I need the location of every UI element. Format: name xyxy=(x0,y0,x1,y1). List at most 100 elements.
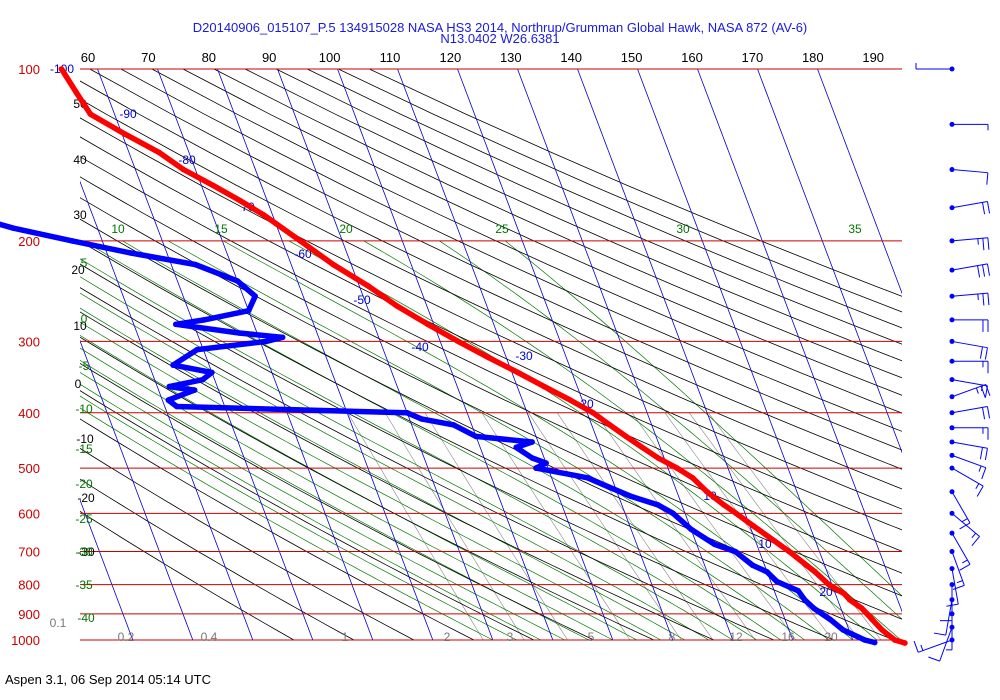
isotherm-line xyxy=(337,68,554,641)
pressure-tick-label: 400 xyxy=(18,406,40,421)
wind-barb-flag xyxy=(981,264,986,277)
wind-barb-flag xyxy=(975,483,980,490)
moist-adiabat-line xyxy=(80,334,637,641)
wind-barb-staff xyxy=(951,406,988,414)
moist-adiabat-label: -30 xyxy=(75,545,93,559)
top-tick-label: 60 xyxy=(81,50,95,65)
wind-barb-flag xyxy=(956,580,963,584)
pressure-tick-label: 900 xyxy=(18,607,40,622)
isotherm-label: -90 xyxy=(119,107,137,121)
isotherm-label: -30 xyxy=(515,349,533,363)
mixing-ratio-line xyxy=(424,412,568,641)
wind-barb-flag xyxy=(982,293,985,306)
wind-barb-staff xyxy=(951,201,988,209)
dry-adiabat-line xyxy=(120,68,902,432)
temperature-point xyxy=(869,616,875,623)
dewpoint-point xyxy=(263,338,270,345)
wind-barb xyxy=(946,611,955,651)
isotherm-label: 10 xyxy=(758,537,772,551)
isotherm-label: -50 xyxy=(353,293,371,307)
dry-adiabat-line xyxy=(80,156,902,552)
wind-barb-flag xyxy=(987,237,990,250)
temperature-point xyxy=(655,455,661,461)
dry-adiabat-line xyxy=(151,68,902,414)
isotherms xyxy=(80,68,902,641)
wind-barb-flag xyxy=(959,522,971,530)
wind-barb-flag xyxy=(984,448,988,461)
dry-adiabat-line xyxy=(307,68,902,329)
wind-barb xyxy=(949,201,991,215)
temperature-point xyxy=(733,510,739,517)
temperature-point xyxy=(721,502,727,508)
wind-barb-flag xyxy=(981,407,986,420)
moist-adiabat-line xyxy=(80,276,733,641)
moist-adiabat-label: -40 xyxy=(77,611,95,625)
mixing-ratio-label: 0.1 xyxy=(50,616,67,630)
dewpoint-point xyxy=(166,383,173,390)
chart-subtitle: N13.0402 W26.6381 xyxy=(440,31,560,46)
wind-barb-flag xyxy=(913,640,919,653)
wind-barb-flag xyxy=(976,485,984,497)
temperature-point xyxy=(846,596,853,603)
isotherm-line xyxy=(757,68,902,454)
dewpoint-point xyxy=(533,465,539,471)
wind-barb-flag xyxy=(979,346,983,359)
temperature-point xyxy=(156,149,162,156)
isobars xyxy=(80,68,902,641)
isotherm-line xyxy=(397,68,614,641)
pressure-tick-label: 500 xyxy=(18,461,40,476)
wind-barb xyxy=(949,510,980,546)
dry-adiabat-label: 30 xyxy=(73,208,87,222)
wind-barb-flag xyxy=(985,384,991,396)
temperature-point xyxy=(892,637,898,643)
isotherm-line xyxy=(80,339,194,641)
dry-adiabat-line xyxy=(80,390,535,641)
pressure-tick-label: 600 xyxy=(18,506,40,521)
wind-barb xyxy=(949,358,989,374)
wind-barb-flag xyxy=(981,467,987,480)
dry-adiabat-line xyxy=(89,68,902,451)
wind-barb-flag xyxy=(971,536,980,546)
temperature-point xyxy=(541,383,548,390)
dewpoint-point xyxy=(473,433,479,440)
wind-barb-flag xyxy=(977,265,981,278)
top-tick-label: 170 xyxy=(742,50,764,65)
mixing-ratio-line xyxy=(595,412,756,641)
dry-adiabat-line xyxy=(80,240,895,641)
mixing-ratio-line xyxy=(689,412,860,641)
wind-barb-flag xyxy=(977,293,979,300)
dry-adiabat-line xyxy=(80,218,902,620)
dewpoint-point xyxy=(170,362,176,368)
dewpoint-point xyxy=(279,334,286,341)
temperature-point xyxy=(73,89,80,96)
wind-barb-flag xyxy=(987,293,990,306)
chart-title: D20140906_015107_P.5 134915028 NASA HS3 … xyxy=(192,20,808,35)
wind-barb-staff xyxy=(951,169,988,174)
wind-barb xyxy=(949,530,971,571)
wind-barb xyxy=(949,452,987,480)
temperature-point xyxy=(567,397,574,403)
temperature-point xyxy=(237,197,243,204)
dewpoint-point xyxy=(655,502,661,508)
temperature-point xyxy=(485,354,492,361)
mixing-ratio-label: 3 xyxy=(507,630,514,644)
dry-adiabat-line xyxy=(80,136,902,531)
temperature-point xyxy=(879,627,885,633)
wind-barb xyxy=(949,489,971,530)
dry-adiabat-line xyxy=(80,311,715,641)
dewpoint-point xyxy=(245,307,252,314)
wind-barb xyxy=(949,317,989,332)
wind-barb xyxy=(949,439,988,461)
dewpoint-point xyxy=(670,510,676,517)
pressure-tick-label: 100 xyxy=(18,62,40,77)
temperature-point xyxy=(826,581,832,588)
temperature-point xyxy=(394,303,400,309)
wind-barb-staff xyxy=(951,263,988,271)
moist-adiabat-label: -10 xyxy=(75,402,93,416)
moist-adiabat-label: 5 xyxy=(81,256,88,270)
top-tick-label: 70 xyxy=(141,50,155,65)
dry-adiabat-line xyxy=(369,68,902,297)
dry-adiabat-line xyxy=(80,447,415,641)
top-tick-label: 190 xyxy=(862,50,884,65)
wind-barb xyxy=(949,406,991,420)
